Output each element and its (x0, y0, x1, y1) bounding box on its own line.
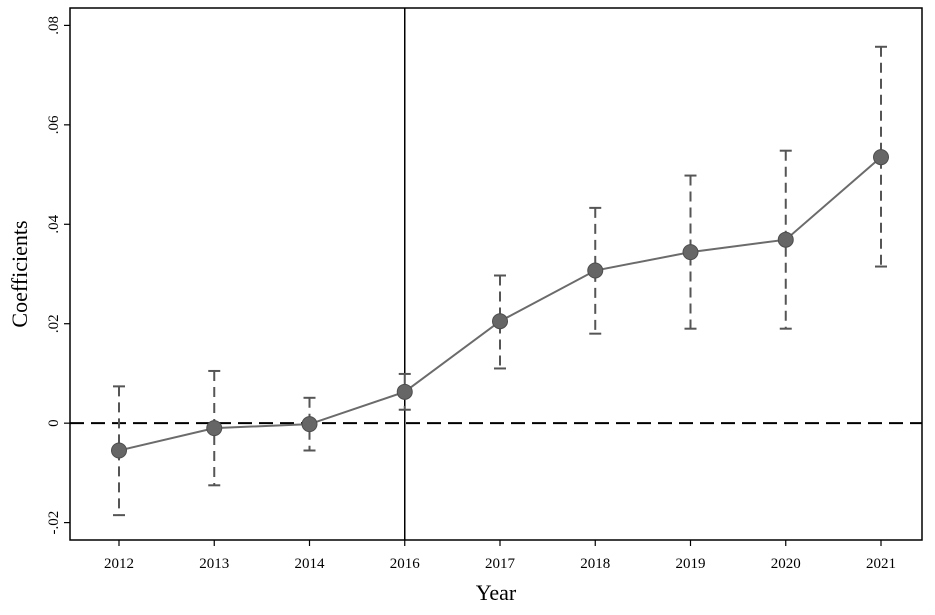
x-tick-label: 2014 (295, 556, 326, 572)
y-tick-label: 0 (46, 419, 62, 427)
y-tick-label: -.02 (46, 511, 62, 535)
data-points (111, 149, 889, 459)
data-point-2018 (587, 262, 604, 279)
x-tick-label: 2012 (104, 556, 134, 572)
x-tick-label: 2021 (866, 556, 896, 572)
x-tick-label: 2020 (771, 556, 801, 572)
data-point-2017 (492, 313, 508, 330)
data-point-2019 (682, 244, 699, 261)
x-axis: 2012 2013 2014 2016 2017 2018 2019 2020 2021 (104, 540, 896, 572)
y-tick-label: .02 (46, 314, 62, 333)
series-line-group (118, 156, 882, 452)
data-point-2014 (301, 416, 318, 433)
plot-frame (69, 7, 923, 541)
error-bars (113, 45, 887, 517)
x-tick-label: 2016 (390, 556, 421, 572)
data-point-2020 (777, 231, 794, 248)
x-axis-title: Year (476, 580, 517, 605)
data-point-2013 (206, 420, 223, 437)
y-tick-label: .04 (46, 214, 62, 233)
y-axis-title: Coefficients (7, 220, 32, 327)
data-point-2012 (111, 442, 127, 459)
reference-lines (70, 8, 922, 540)
data-point-2016 (396, 383, 413, 400)
series-line (118, 156, 882, 452)
x-tick-label: 2018 (580, 556, 610, 572)
x-tick-label: 2019 (676, 556, 706, 572)
x-tick-label: 2017 (485, 556, 516, 572)
y-axis: -.02 0 .02 .04 .06 .08 (46, 16, 70, 534)
y-tick-label: .08 (46, 16, 62, 35)
data-point-2021 (873, 149, 889, 166)
x-tick-label: 2013 (199, 556, 229, 572)
y-tick-label: .06 (46, 115, 62, 134)
